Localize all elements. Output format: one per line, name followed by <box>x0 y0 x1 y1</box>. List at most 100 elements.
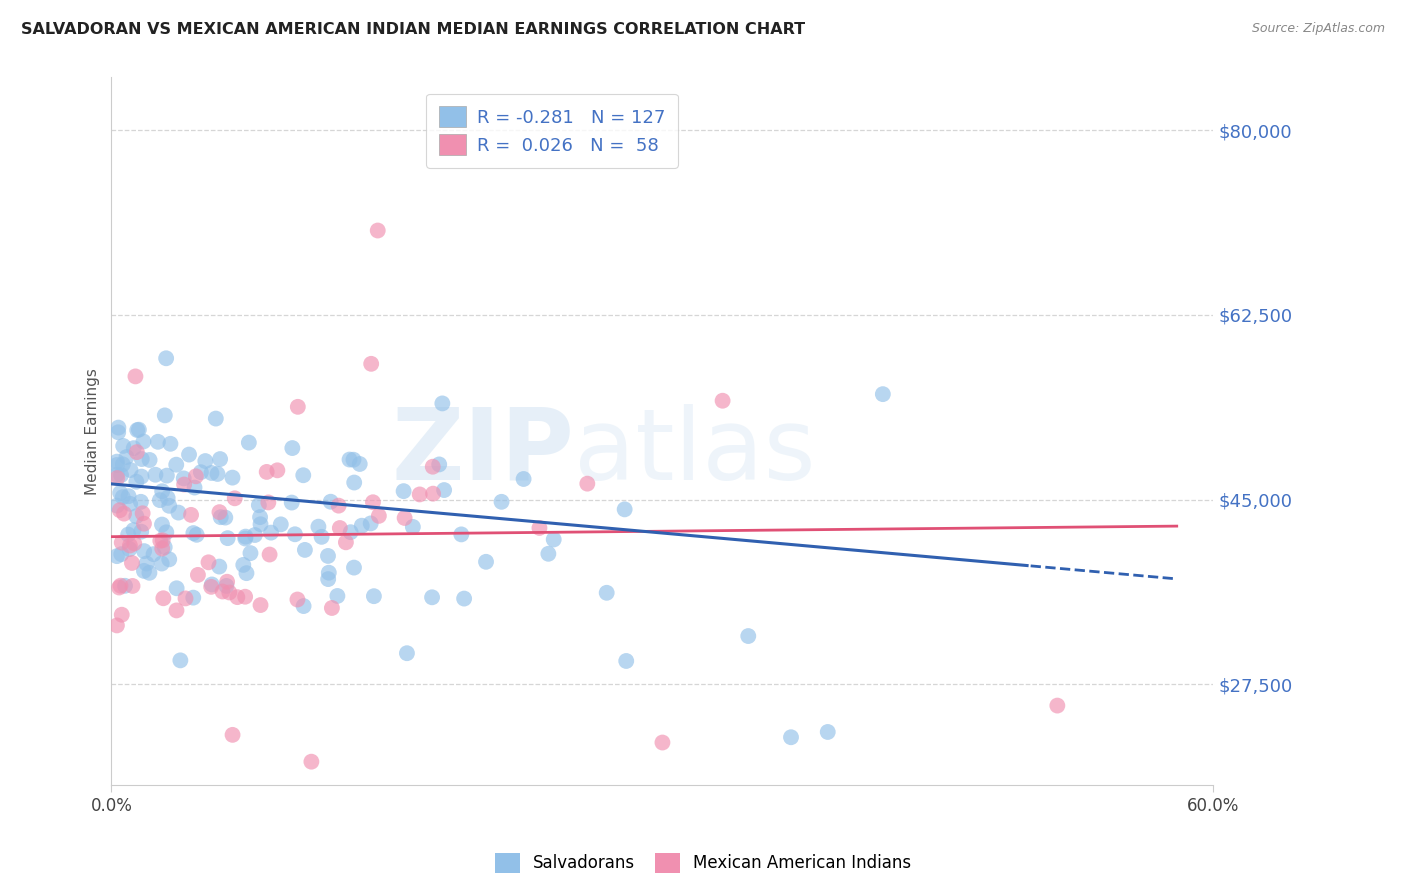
Point <box>120 497 142 511</box>
Point <box>181 591 204 605</box>
Point <box>107 425 129 440</box>
Point <box>108 581 131 595</box>
Point <box>208 559 231 574</box>
Point <box>105 458 128 472</box>
Point <box>115 450 138 464</box>
Point <box>432 396 454 410</box>
Point <box>711 393 734 408</box>
Point <box>132 434 155 449</box>
Point <box>112 439 135 453</box>
Point <box>218 585 240 599</box>
Point <box>122 523 145 537</box>
Point <box>134 544 156 558</box>
Point <box>224 491 246 506</box>
Point <box>129 524 152 539</box>
Point <box>108 486 131 500</box>
Point <box>367 223 389 237</box>
Point <box>153 409 176 423</box>
Point <box>122 441 145 455</box>
Point <box>238 435 260 450</box>
Point <box>343 560 366 574</box>
Point <box>204 411 226 425</box>
Point <box>394 511 416 525</box>
Point <box>183 481 205 495</box>
Point <box>149 493 172 508</box>
Point <box>292 468 315 483</box>
Point <box>177 448 200 462</box>
Text: ZIP: ZIP <box>391 404 574 500</box>
Point <box>131 469 153 483</box>
Point <box>129 495 152 509</box>
Point <box>105 455 128 469</box>
Point <box>422 459 444 474</box>
Point <box>132 516 155 531</box>
Point <box>157 552 180 566</box>
Point <box>427 458 450 472</box>
Point <box>150 541 173 556</box>
Point <box>266 463 288 477</box>
Point <box>360 357 382 371</box>
Point <box>217 531 239 545</box>
Point <box>169 653 191 667</box>
Point <box>402 520 425 534</box>
Point <box>201 577 224 591</box>
Point <box>335 535 357 549</box>
Point <box>110 579 132 593</box>
Point <box>131 506 153 520</box>
Point <box>114 579 136 593</box>
Point <box>122 536 145 550</box>
Point <box>817 725 839 739</box>
Point <box>121 579 143 593</box>
Point <box>217 574 239 589</box>
Point <box>111 490 134 504</box>
Point <box>165 458 187 472</box>
Point <box>392 484 415 499</box>
Point <box>422 486 444 500</box>
Text: Source: ZipAtlas.com: Source: ZipAtlas.com <box>1251 22 1385 36</box>
Y-axis label: Median Earnings: Median Earnings <box>86 368 100 494</box>
Point <box>132 564 155 578</box>
Point <box>512 472 534 486</box>
Point <box>167 506 190 520</box>
Point <box>155 525 177 540</box>
Point <box>316 549 339 563</box>
Point <box>150 557 173 571</box>
Point <box>247 498 270 512</box>
Point <box>651 735 673 749</box>
Point <box>233 590 256 604</box>
Point <box>107 420 129 434</box>
Point <box>349 457 371 471</box>
Point <box>280 495 302 509</box>
Point <box>121 556 143 570</box>
Point <box>200 580 222 594</box>
Point <box>125 445 148 459</box>
Point <box>339 525 361 540</box>
Point <box>186 528 208 542</box>
Point <box>221 470 243 484</box>
Point <box>111 607 134 622</box>
Point <box>146 434 169 449</box>
Point <box>120 463 142 477</box>
Point <box>174 591 197 606</box>
Point <box>166 603 188 617</box>
Point <box>329 521 352 535</box>
Point <box>150 484 173 499</box>
Point <box>118 539 141 553</box>
Point <box>184 469 207 483</box>
Point <box>343 475 366 490</box>
Point <box>105 549 128 563</box>
Point <box>117 489 139 503</box>
Point <box>576 476 599 491</box>
Point <box>311 530 333 544</box>
Point <box>284 527 307 541</box>
Point <box>105 467 128 482</box>
Point <box>287 400 309 414</box>
Point <box>152 533 174 548</box>
Point <box>156 491 179 505</box>
Point <box>235 530 257 544</box>
Text: atlas: atlas <box>574 404 815 500</box>
Point <box>475 555 498 569</box>
Point <box>159 437 181 451</box>
Legend: R = -0.281   N = 127, R =  0.026   N =  58: R = -0.281 N = 127, R = 0.026 N = 58 <box>426 94 678 168</box>
Point <box>342 452 364 467</box>
